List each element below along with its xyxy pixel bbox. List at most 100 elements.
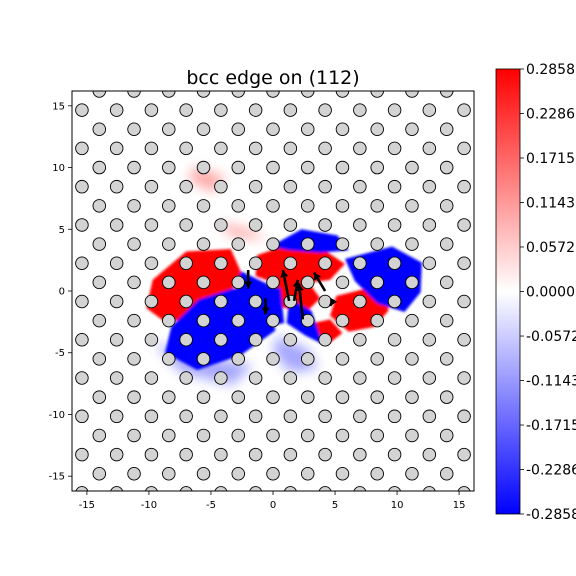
atom	[92, 237, 107, 251]
atom	[387, 179, 402, 194]
atom	[214, 294, 228, 309]
atom	[127, 466, 141, 481]
atom	[283, 409, 298, 424]
atom	[283, 486, 297, 491]
atom	[457, 256, 471, 270]
atom	[231, 390, 246, 404]
atom	[283, 218, 298, 232]
atom	[127, 237, 141, 251]
atom	[144, 486, 158, 491]
atom	[231, 199, 246, 213]
atom	[144, 218, 159, 232]
atom	[92, 91, 107, 98]
atom	[196, 352, 211, 366]
atom	[422, 218, 437, 232]
x-tick-label: -5	[206, 500, 216, 511]
atom	[353, 371, 367, 385]
atom	[196, 122, 211, 137]
atom	[75, 447, 89, 462]
colorbar-tick-label: 0.2286	[526, 107, 575, 123]
atom	[370, 428, 384, 443]
atom	[58, 85, 71, 98]
atom	[92, 160, 107, 175]
colorbar-tick-label: 0.0000	[526, 285, 575, 301]
y-tick-label: 5	[59, 225, 65, 236]
faint-region-1	[215, 221, 266, 240]
atom	[179, 179, 193, 194]
atom	[109, 371, 124, 385]
colorbar-tick-label: -0.2858	[526, 507, 576, 523]
atom	[335, 199, 350, 213]
atom	[58, 200, 71, 213]
atom	[109, 141, 124, 156]
displacement-arrow	[261, 298, 270, 315]
atom	[387, 294, 402, 309]
colorbar-tick-label: -0.1715	[526, 418, 576, 434]
atom	[405, 275, 419, 290]
atom	[475, 276, 488, 289]
atom	[179, 141, 193, 156]
atom	[196, 428, 211, 443]
atom	[127, 390, 141, 404]
displacement-arrow	[280, 269, 291, 302]
atom	[353, 294, 367, 309]
atom	[439, 160, 454, 175]
atom	[214, 256, 228, 270]
colorbar-tick-label: 0.1143	[526, 196, 575, 212]
atom	[179, 256, 193, 270]
atom	[283, 179, 298, 194]
atom	[422, 409, 437, 424]
atom	[439, 466, 454, 481]
atom	[335, 91, 350, 98]
atom	[75, 141, 89, 156]
atom	[179, 371, 193, 385]
atom	[92, 352, 107, 366]
atom	[370, 352, 384, 366]
atom	[405, 91, 419, 98]
atom	[109, 256, 124, 270]
atom	[439, 390, 454, 404]
atom	[405, 160, 419, 175]
atom	[439, 428, 454, 443]
atom	[127, 160, 141, 175]
atom	[300, 313, 315, 328]
atom	[318, 447, 332, 462]
atom	[388, 486, 402, 491]
atom	[405, 352, 419, 366]
atom	[283, 141, 298, 156]
atom	[387, 256, 402, 270]
atom	[162, 122, 176, 137]
atom	[144, 371, 159, 385]
y-tick-label: -5	[55, 348, 65, 359]
atom	[92, 313, 107, 328]
atom	[75, 371, 89, 385]
atom	[405, 237, 419, 251]
atom	[109, 103, 124, 117]
atom	[266, 275, 280, 290]
atom	[439, 91, 454, 98]
plot-layer	[58, 85, 488, 491]
atom	[335, 160, 350, 175]
atom	[92, 275, 107, 290]
arrow-layer	[244, 269, 338, 320]
x-tick-label: -15	[79, 500, 95, 511]
atom	[162, 428, 176, 443]
atom	[387, 409, 402, 424]
atom	[457, 103, 471, 117]
atom	[179, 218, 193, 232]
atom	[353, 179, 367, 194]
atom	[457, 179, 471, 194]
atom	[283, 447, 298, 462]
atom	[214, 179, 228, 194]
atom	[370, 91, 384, 98]
displacement-arrow	[244, 270, 253, 289]
atom	[370, 122, 384, 137]
atom	[318, 256, 332, 270]
atom	[422, 333, 437, 347]
atom	[109, 447, 124, 462]
atom	[318, 218, 332, 232]
atom	[214, 218, 228, 232]
atom	[231, 275, 246, 290]
atom	[231, 160, 246, 175]
atom	[475, 353, 488, 366]
